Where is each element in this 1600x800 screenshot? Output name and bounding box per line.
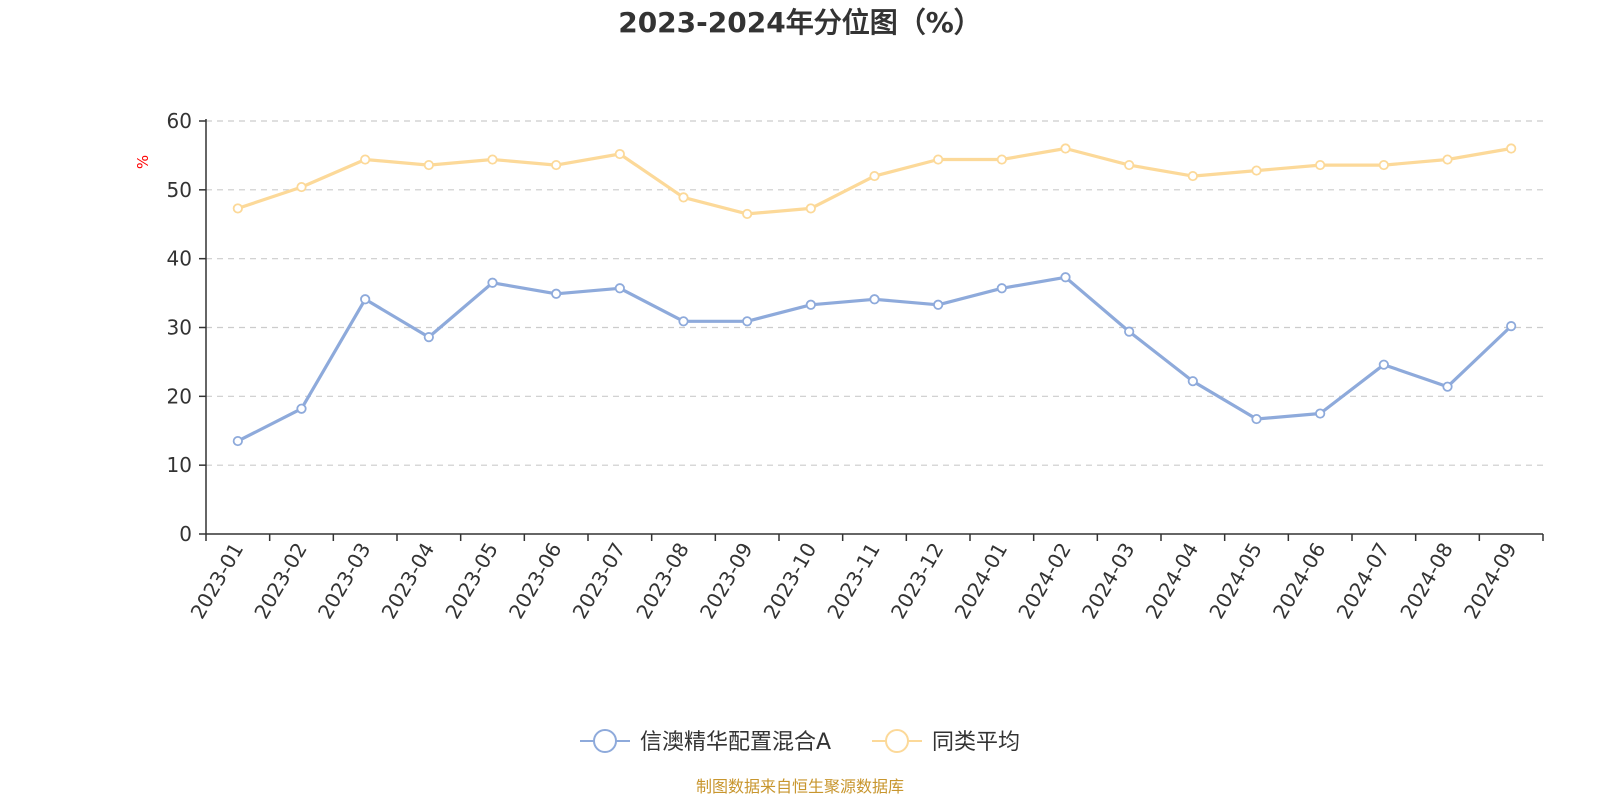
data-point bbox=[232, 435, 243, 447]
legend-label: 信澳精华配置混合A bbox=[640, 730, 831, 755]
data-point bbox=[933, 154, 944, 165]
data-point bbox=[1060, 272, 1071, 283]
data-point bbox=[678, 316, 689, 327]
data-point bbox=[423, 332, 434, 343]
y-tick-label: 60 bbox=[167, 109, 192, 133]
data-point bbox=[423, 159, 434, 171]
x-tick-label: 2023-01 bbox=[186, 539, 249, 623]
data-point bbox=[1506, 321, 1517, 332]
y-tick-label: 10 bbox=[167, 453, 192, 477]
x-tick-label: 2024-03 bbox=[1077, 539, 1140, 623]
data-point bbox=[1124, 326, 1135, 337]
legend-circle-icon bbox=[593, 729, 617, 753]
data-point bbox=[1187, 170, 1198, 182]
data-point bbox=[1378, 159, 1389, 171]
data-point bbox=[1251, 413, 1262, 425]
x-tick-label: 2024-04 bbox=[1141, 539, 1204, 623]
data-point bbox=[1251, 165, 1262, 176]
source-note: 制图数据来自恒生聚源数据库 bbox=[696, 777, 904, 796]
data-point bbox=[360, 154, 371, 165]
x-tick-label: 2024-02 bbox=[1013, 539, 1076, 623]
data-point bbox=[360, 294, 371, 305]
data-point bbox=[742, 316, 753, 327]
legend-item[interactable]: 信澳精华配置混合A bbox=[580, 729, 831, 755]
x-tick-label: 2024-07 bbox=[1332, 539, 1395, 623]
data-point bbox=[1315, 408, 1326, 419]
data-point bbox=[805, 203, 816, 214]
legend-circle-icon bbox=[885, 729, 909, 753]
data-point bbox=[296, 181, 307, 193]
y-tick-label: 50 bbox=[167, 178, 192, 202]
x-tick-label: 2023-06 bbox=[504, 539, 567, 623]
x-tick-label: 2023-03 bbox=[313, 539, 376, 623]
legend-label: 同类平均 bbox=[932, 730, 1020, 755]
data-point bbox=[805, 299, 816, 310]
y-tick-label: 40 bbox=[167, 247, 192, 271]
data-point bbox=[551, 159, 562, 171]
data-point bbox=[1442, 381, 1453, 392]
x-axis-ticks: 2023-01 2023-02 2023-03 2023-04 2023-05 2023-… bbox=[186, 534, 1544, 623]
x-tick-label: 2023-05 bbox=[440, 539, 503, 623]
x-tick-label: 2023-12 bbox=[886, 539, 949, 623]
series-line bbox=[237, 146, 1512, 216]
data-point bbox=[1315, 159, 1326, 171]
data-point bbox=[614, 283, 625, 294]
data-point bbox=[1506, 143, 1517, 154]
legend[interactable]: 信澳精华配置混合A 同类平均 bbox=[580, 729, 1020, 755]
series-layer bbox=[232, 143, 1517, 447]
y-axis-ticks: 0 10 20 30 40 50 60 bbox=[167, 109, 206, 546]
data-point bbox=[933, 299, 944, 310]
data-point bbox=[996, 154, 1007, 165]
x-tick-label: 2023-08 bbox=[631, 539, 694, 623]
data-point bbox=[742, 208, 753, 220]
y-tick-label: 30 bbox=[167, 316, 192, 340]
data-point bbox=[1187, 376, 1198, 387]
x-tick-label: 2024-06 bbox=[1268, 539, 1331, 623]
data-point bbox=[1378, 359, 1389, 370]
x-tick-label: 2023-10 bbox=[759, 539, 822, 623]
x-tick-label: 2023-07 bbox=[568, 539, 631, 623]
data-point bbox=[487, 154, 498, 165]
data-point bbox=[869, 170, 880, 182]
data-point bbox=[996, 283, 1007, 294]
y-axis-unit-label: % bbox=[134, 155, 152, 169]
x-tick-label: 2024-05 bbox=[1204, 539, 1267, 623]
data-point bbox=[296, 403, 307, 414]
data-point bbox=[614, 148, 625, 160]
axes bbox=[205, 119, 1543, 535]
data-point bbox=[1442, 154, 1453, 165]
data-point bbox=[487, 277, 498, 288]
legend-item[interactable]: 同类平均 bbox=[872, 729, 1020, 755]
x-tick-label: 2023-11 bbox=[822, 539, 885, 623]
gridlines bbox=[206, 120, 1543, 466]
x-tick-label: 2024-09 bbox=[1459, 539, 1522, 623]
x-tick-label: 2024-08 bbox=[1395, 539, 1458, 623]
data-point bbox=[551, 288, 562, 299]
data-point bbox=[869, 294, 880, 305]
chart-title: 2023-2024年分位图（%） bbox=[618, 6, 982, 39]
data-point bbox=[1124, 159, 1135, 171]
data-point bbox=[1060, 143, 1071, 154]
x-tick-label: 2023-04 bbox=[377, 539, 440, 623]
y-tick-label: 20 bbox=[167, 384, 192, 408]
data-point bbox=[232, 203, 243, 214]
x-tick-label: 2023-02 bbox=[249, 539, 312, 623]
x-tick-label: 2023-09 bbox=[695, 539, 758, 623]
y-tick-label: 0 bbox=[179, 522, 192, 546]
x-tick-label: 2024-01 bbox=[950, 539, 1013, 623]
data-point bbox=[678, 192, 689, 203]
